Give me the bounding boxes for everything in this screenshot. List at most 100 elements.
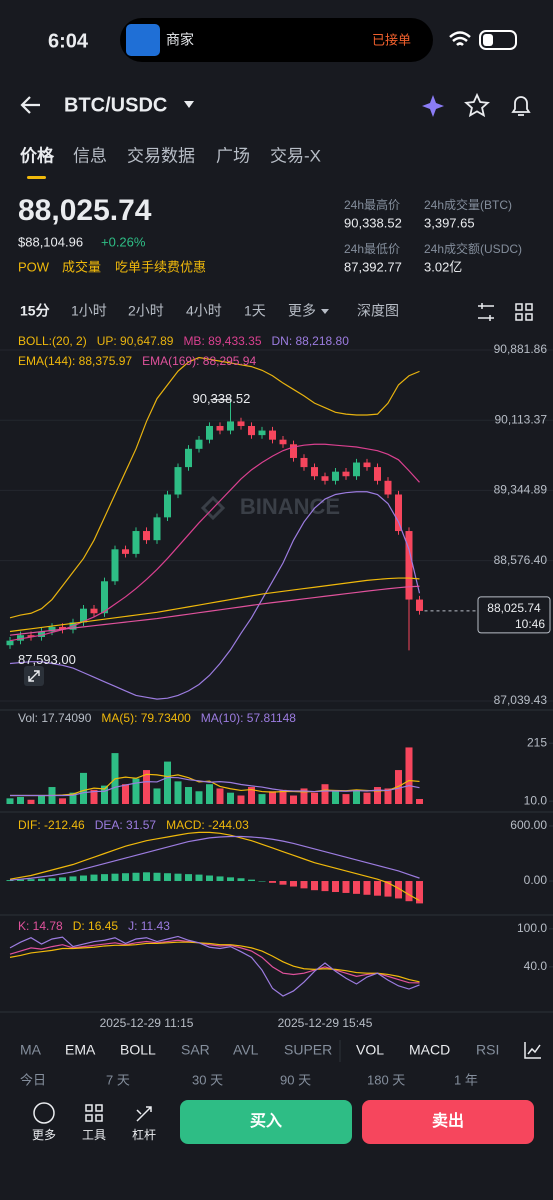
volume-bar [80,772,87,804]
macd-bar [279,881,287,885]
tab[interactable]: 交易数据 [127,146,195,165]
volume-bar [6,798,14,804]
indicator-line [10,776,420,797]
leverage-icon[interactable] [136,1106,152,1122]
macd-bar [164,873,171,882]
more-icon[interactable] [33,1102,55,1124]
low-label: 87,593.00 [18,652,76,667]
volume-bar [132,778,140,804]
volume-bar [248,787,255,804]
x-tick-label: 2025-12-29 15:45 [278,1016,373,1030]
interval[interactable]: 1天 [244,303,266,319]
sell-label[interactable]: 卖出 [432,1111,464,1130]
tools-icon[interactable] [85,1104,103,1122]
period-tab[interactable]: 180 天 [367,1072,405,1087]
buy-button[interactable] [180,1100,352,1144]
indicator-tab[interactable]: SAR [181,1042,210,1058]
price-tag: POW [18,259,50,274]
candle-body [279,439,287,445]
interval[interactable]: 4小时 [186,303,222,319]
symbol-dropdown[interactable] [184,101,194,108]
candle-body [38,631,45,638]
island-status: 已接单 [372,32,411,47]
period-tab[interactable]: 90 天 [280,1072,311,1087]
candle-body [132,531,140,554]
action-label[interactable]: 更多 [32,1128,56,1142]
macd-bar [80,875,87,882]
indicator-tab[interactable]: MACD [409,1042,450,1058]
volume-bar [237,795,245,804]
indicator-line [9,831,420,902]
favorite-button[interactable] [464,92,490,118]
macd-bar [269,881,276,883]
volume-bar [258,794,266,804]
legend-entry: DEA: 31.57 [95,818,157,832]
layout-button[interactable] [515,303,533,321]
volume-bar [164,761,171,804]
candle-body [206,425,213,440]
countdown-label: 10:46 [515,617,545,631]
interval[interactable]: 15分 [20,303,50,319]
wifi-icon [449,31,471,46]
macd-bar [342,881,350,893]
symbol[interactable]: BTC/USDC [64,94,167,116]
y-tick-label: 90,113.37 [495,412,548,426]
legend-entry: J: 11.43 [128,919,170,933]
macd-bar [153,872,161,882]
volume-bar [300,788,308,804]
indicator-tab[interactable]: MA [20,1042,42,1058]
indicator-settings[interactable] [524,1042,541,1059]
indicator-tab[interactable]: SUPER [284,1042,332,1058]
indicator-tab[interactable]: RSI [476,1042,499,1058]
candle-body [48,626,56,632]
indicator-tab[interactable]: AVL [233,1042,259,1058]
indicator-tab[interactable]: VOL [356,1042,384,1058]
tab[interactable]: 广场 [216,146,250,165]
island-app: 商家 [166,32,194,48]
indicator-tab[interactable]: EMA [65,1042,96,1058]
legend-entry: DN: 88,218.80 [272,334,350,348]
action-label[interactable]: 工具 [82,1128,106,1142]
macd-bar [363,881,371,895]
candle-body [332,471,339,481]
alert-button[interactable] [511,96,531,116]
chart-settings[interactable] [478,303,494,321]
indicator-tab[interactable]: BOLL [120,1042,156,1058]
volume-bar [332,791,339,804]
ai-button[interactable] [422,95,444,117]
period-tab[interactable]: 今日 [20,1072,46,1087]
macd-bar [353,881,360,894]
stat-value: 90,338.52 [344,215,402,230]
macd-bar [206,875,213,882]
volume-bar [384,788,392,804]
period-tab[interactable]: 1 年 [454,1072,478,1087]
legend-entry: MACD: -244.03 [166,818,249,832]
app-icon [126,24,160,56]
candle-body [143,531,150,541]
tab[interactable]: 交易-X [270,146,321,165]
legend-entry: D: 16.45 [73,919,119,933]
dynamic-island[interactable] [120,18,433,62]
interval[interactable]: 2小时 [128,303,164,319]
period-tab[interactable]: 30 天 [192,1072,223,1087]
more-dropdown [321,309,329,314]
action-label[interactable]: 杠杆 [132,1127,156,1142]
y-tick-label: 100.0 [517,921,547,935]
interval[interactable]: 更多 [288,303,316,319]
buy-label[interactable]: 买入 [250,1112,282,1130]
interval[interactable]: 1小时 [71,303,107,319]
indicator-line [9,356,420,619]
interval[interactable]: 深度图 [357,303,399,319]
legend-entry: UP: 90,647.89 [97,334,174,348]
macd-bar [185,874,192,882]
candle-body [90,608,98,614]
volume-bar [279,789,287,804]
back-button[interactable] [20,96,40,114]
usd-price: $88,104.96 [18,234,83,249]
sell-button[interactable] [362,1100,534,1144]
tab[interactable]: 信息 [73,146,107,165]
macd-bar [395,881,402,899]
legend-entry: K: 14.78 [18,919,63,933]
period-tab[interactable]: 7 天 [106,1072,130,1087]
tab[interactable]: 价格 [20,145,55,165]
